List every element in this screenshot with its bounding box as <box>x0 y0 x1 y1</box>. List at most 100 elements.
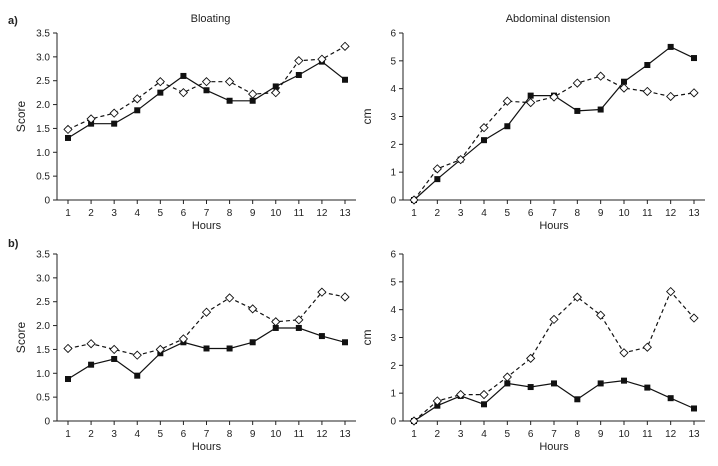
data-point-square <box>527 92 534 99</box>
data-point-diamond <box>271 88 281 98</box>
x-tick-label: 2 <box>88 208 94 219</box>
x-tick-label: 2 <box>435 429 441 440</box>
x-tick-label: 6 <box>528 429 534 440</box>
y-axis-title: cm <box>360 109 374 125</box>
x-tick-label: 5 <box>158 429 164 440</box>
chart-panel-1: 00.51.01.52.02.53.03.51 2 3 4 5 6 7 8 9 10 11 12 13H… <box>8 13 356 232</box>
x-tick-label: 7 <box>204 208 210 219</box>
x-tick-label: 5 <box>505 429 511 440</box>
x-tick-label: 1 <box>65 429 71 440</box>
x-tick-label: 9 <box>598 208 604 219</box>
data-point-diamond <box>642 86 652 97</box>
series-line-solid <box>67 60 346 139</box>
x-tick-label: 6 <box>181 208 187 219</box>
data-point-diamond <box>502 372 512 382</box>
y-tick-label: 0 <box>390 196 396 207</box>
y-tick-label: 1.0 <box>36 369 50 380</box>
data-point-square <box>65 134 71 141</box>
data-point-square <box>180 72 187 79</box>
x-tick-label: 3 <box>111 429 117 440</box>
chart-panel-3: 00.51.01.52.02.53.03.51 2 3 4 5 6 7 8 9 10 11 12 13H… <box>8 238 356 453</box>
data-point-diamond <box>155 344 165 355</box>
data-point-diamond <box>689 313 699 323</box>
data-point-square <box>597 380 604 387</box>
x-axis-title: Hours <box>192 441 222 453</box>
x-tick-label: 13 <box>688 208 700 219</box>
x-tick-label: 3 <box>458 429 464 440</box>
y-tick-label: 2.5 <box>36 297 50 308</box>
data-point-diamond <box>432 396 442 406</box>
x-tick-label: 10 <box>270 429 282 440</box>
series-line-solid <box>413 379 695 422</box>
data-point-square <box>691 55 697 62</box>
x-tick-label: 2 <box>88 429 94 440</box>
x-tick-label: 1 <box>411 429 417 440</box>
data-point-square <box>621 78 627 85</box>
y-tick-label: 1.5 <box>36 345 50 356</box>
x-tick-label: 11 <box>642 429 653 440</box>
x-tick-label: 6 <box>181 429 187 440</box>
data-point-diamond <box>596 310 606 320</box>
x-tick-label: 5 <box>505 208 511 219</box>
x-tick-label: 12 <box>316 208 328 219</box>
data-point-diamond <box>666 286 676 297</box>
data-point-diamond <box>109 344 119 355</box>
data-point-square <box>157 89 164 96</box>
x-tick-label: 8 <box>227 429 233 440</box>
x-tick-label: 7 <box>551 429 557 440</box>
data-point-square <box>134 107 141 114</box>
data-point-square <box>318 333 325 340</box>
data-point-square <box>527 384 534 391</box>
data-point-diamond <box>340 41 350 51</box>
y-tick-label: 6 <box>390 29 396 40</box>
data-point-diamond <box>155 77 165 87</box>
data-point-square <box>295 324 302 331</box>
data-point-diamond <box>63 343 73 354</box>
data-point-diamond <box>178 334 189 344</box>
data-point-diamond <box>63 124 73 135</box>
data-point-diamond <box>317 287 327 297</box>
data-point-square <box>111 120 118 127</box>
data-point-square <box>226 97 233 104</box>
y-tick-label: 0.5 <box>36 393 50 404</box>
data-point-square <box>342 76 348 83</box>
data-point-diamond <box>294 56 304 66</box>
data-point-diamond <box>271 317 281 327</box>
y-tick-label: 1 <box>390 389 396 400</box>
data-point-diamond <box>572 78 582 88</box>
chart-title: Bloating <box>191 13 231 25</box>
data-point-diamond <box>109 108 119 118</box>
data-point-square <box>272 83 279 90</box>
x-tick-label: 8 <box>575 429 581 440</box>
data-point-square <box>88 120 95 127</box>
x-tick-label: 13 <box>339 429 351 440</box>
data-point-square <box>272 324 279 331</box>
y-tick-label: 3.5 <box>36 250 50 261</box>
x-axis-title: Hours <box>192 220 222 232</box>
x-tick-label: 12 <box>316 429 328 440</box>
x-tick-label: 8 <box>575 208 581 219</box>
y-tick-label: 0 <box>390 417 396 428</box>
series-line-solid <box>67 327 346 380</box>
y-tick-label: 4 <box>390 84 396 95</box>
x-tick-label: 4 <box>134 429 140 440</box>
x-tick-label: 12 <box>665 208 677 219</box>
data-point-square <box>434 176 441 183</box>
data-point-diamond <box>596 71 606 81</box>
data-point-diamond <box>642 342 652 352</box>
data-point-square <box>481 137 487 144</box>
x-axis-title: Hours <box>539 441 569 453</box>
data-point-square <box>203 345 210 352</box>
data-point-diamond <box>317 54 327 64</box>
x-tick-label: 3 <box>458 208 464 219</box>
data-point-diamond <box>224 77 235 87</box>
data-point-diamond <box>409 195 419 205</box>
data-point-square <box>342 339 348 346</box>
y-tick-label: 0.5 <box>36 172 50 183</box>
data-point-diamond <box>456 155 466 165</box>
data-point-diamond <box>248 304 258 314</box>
data-point-square <box>504 380 511 387</box>
data-point-diamond <box>479 389 489 400</box>
